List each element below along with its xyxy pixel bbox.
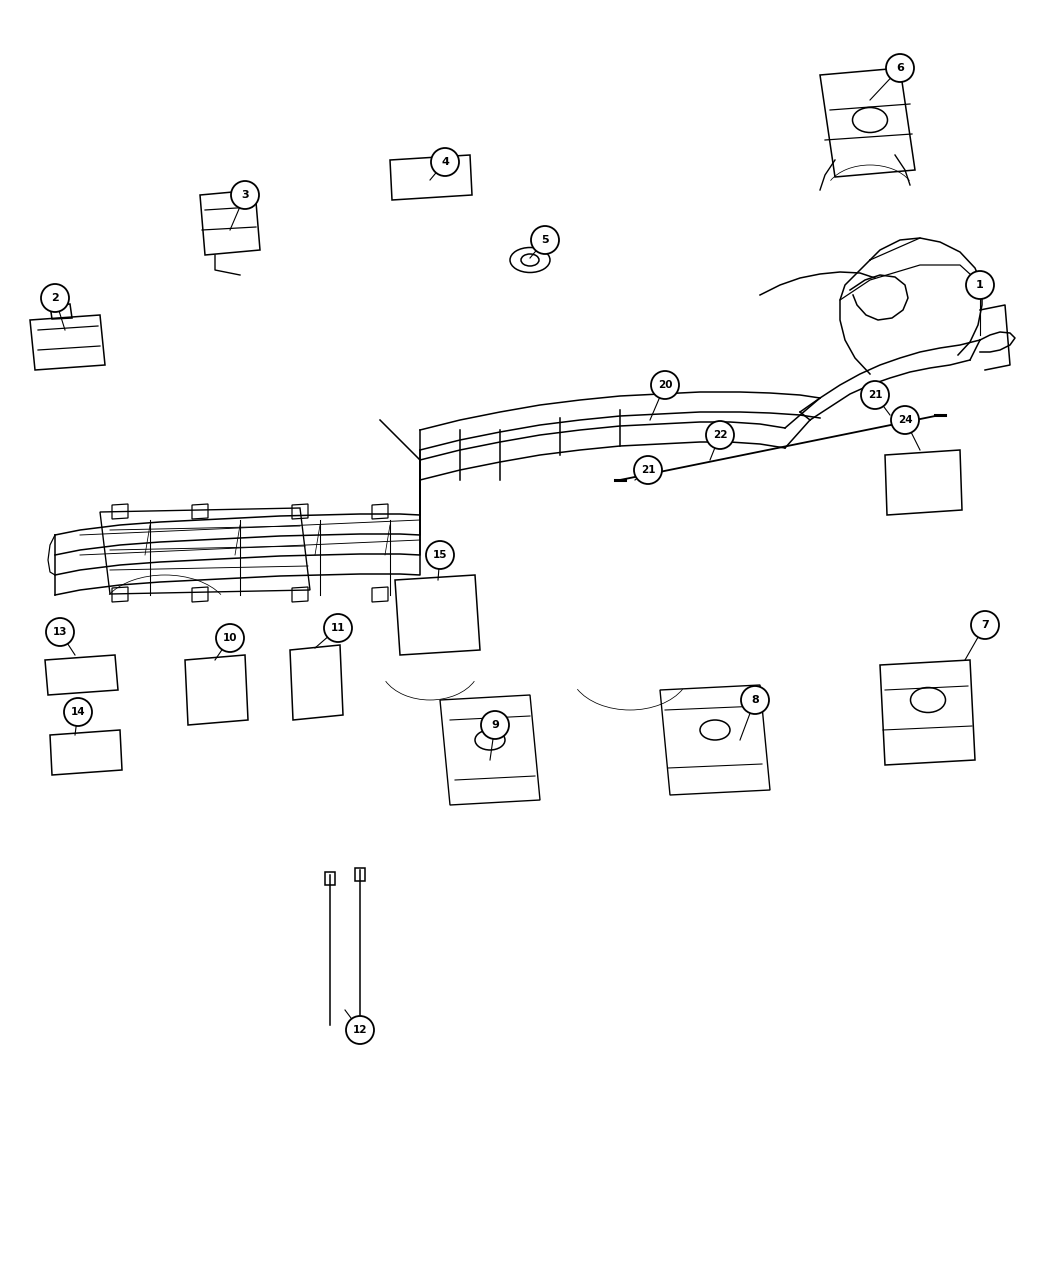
Text: 10: 10 bbox=[223, 632, 237, 643]
Circle shape bbox=[430, 148, 459, 176]
Circle shape bbox=[886, 54, 914, 82]
Circle shape bbox=[231, 181, 259, 209]
Text: 5: 5 bbox=[541, 235, 549, 245]
Text: 4: 4 bbox=[441, 157, 449, 167]
Text: 11: 11 bbox=[331, 623, 345, 632]
Text: 9: 9 bbox=[491, 720, 499, 731]
Circle shape bbox=[41, 284, 69, 312]
Circle shape bbox=[426, 541, 454, 569]
Circle shape bbox=[861, 381, 889, 409]
Text: 6: 6 bbox=[896, 62, 904, 73]
Circle shape bbox=[966, 272, 994, 300]
Circle shape bbox=[971, 611, 999, 639]
Text: 7: 7 bbox=[981, 620, 989, 630]
Text: 15: 15 bbox=[433, 550, 447, 560]
Circle shape bbox=[216, 623, 244, 652]
Circle shape bbox=[64, 697, 92, 725]
Text: 22: 22 bbox=[713, 430, 728, 440]
Text: 21: 21 bbox=[867, 390, 882, 400]
Text: 24: 24 bbox=[898, 414, 912, 425]
Text: 8: 8 bbox=[751, 695, 759, 705]
Circle shape bbox=[706, 421, 734, 449]
Circle shape bbox=[651, 371, 679, 399]
Circle shape bbox=[891, 405, 919, 434]
Circle shape bbox=[531, 226, 559, 254]
Text: 1: 1 bbox=[976, 280, 984, 289]
Text: 2: 2 bbox=[51, 293, 59, 303]
Text: 12: 12 bbox=[353, 1025, 367, 1035]
Circle shape bbox=[46, 618, 74, 646]
Circle shape bbox=[346, 1016, 374, 1044]
Circle shape bbox=[324, 615, 352, 643]
Circle shape bbox=[741, 686, 769, 714]
Text: 20: 20 bbox=[657, 380, 672, 390]
Circle shape bbox=[634, 456, 662, 484]
Text: 3: 3 bbox=[242, 190, 249, 200]
Text: 21: 21 bbox=[640, 465, 655, 476]
Text: 14: 14 bbox=[70, 708, 85, 717]
Circle shape bbox=[481, 711, 509, 739]
Text: 13: 13 bbox=[52, 627, 67, 638]
